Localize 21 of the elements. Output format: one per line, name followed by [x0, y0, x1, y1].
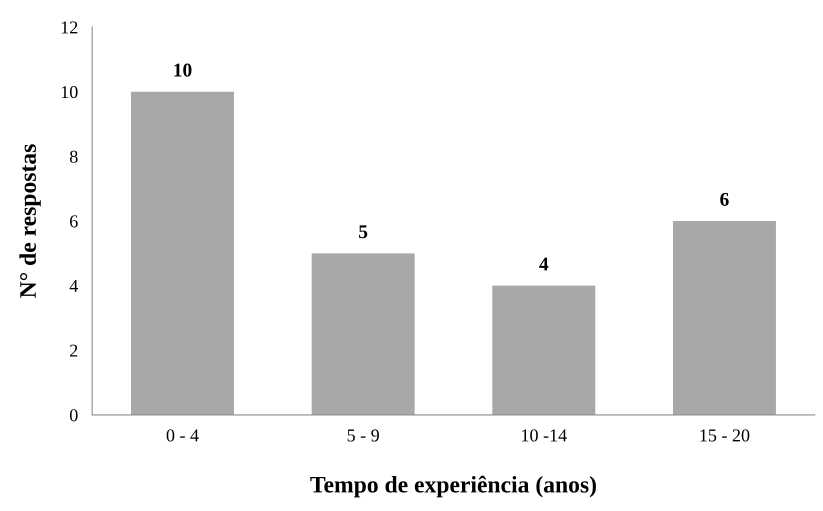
y-tick-label: 12 — [62, 21, 78, 34]
x-tick-label: 10 -14 — [522, 429, 567, 442]
bar — [672, 221, 776, 415]
x-tick-label: 0 - 4 — [166, 429, 199, 442]
y-tick-label: 6 — [70, 215, 78, 228]
y-tick-label: 2 — [70, 344, 78, 357]
bar — [312, 253, 415, 415]
bar — [492, 286, 596, 415]
data-label: 6 — [720, 192, 729, 206]
x-tick-label: 5 - 9 — [348, 429, 379, 442]
data-label: 5 — [359, 225, 368, 238]
data-label: 10 — [174, 64, 192, 77]
x-axis-title: Tempo de experiência (anos) — [310, 476, 596, 498]
y-axis-title: N° de respostas — [19, 144, 41, 298]
y-tick-label: 0 — [70, 409, 78, 422]
y-tick-label: 8 — [70, 150, 78, 163]
data-label: 4 — [539, 258, 548, 270]
y-tick-label: 4 — [70, 280, 78, 292]
bar — [131, 92, 234, 415]
x-tick-label: 15 - 20 — [700, 429, 750, 442]
y-tick-label: 10 — [62, 86, 78, 98]
